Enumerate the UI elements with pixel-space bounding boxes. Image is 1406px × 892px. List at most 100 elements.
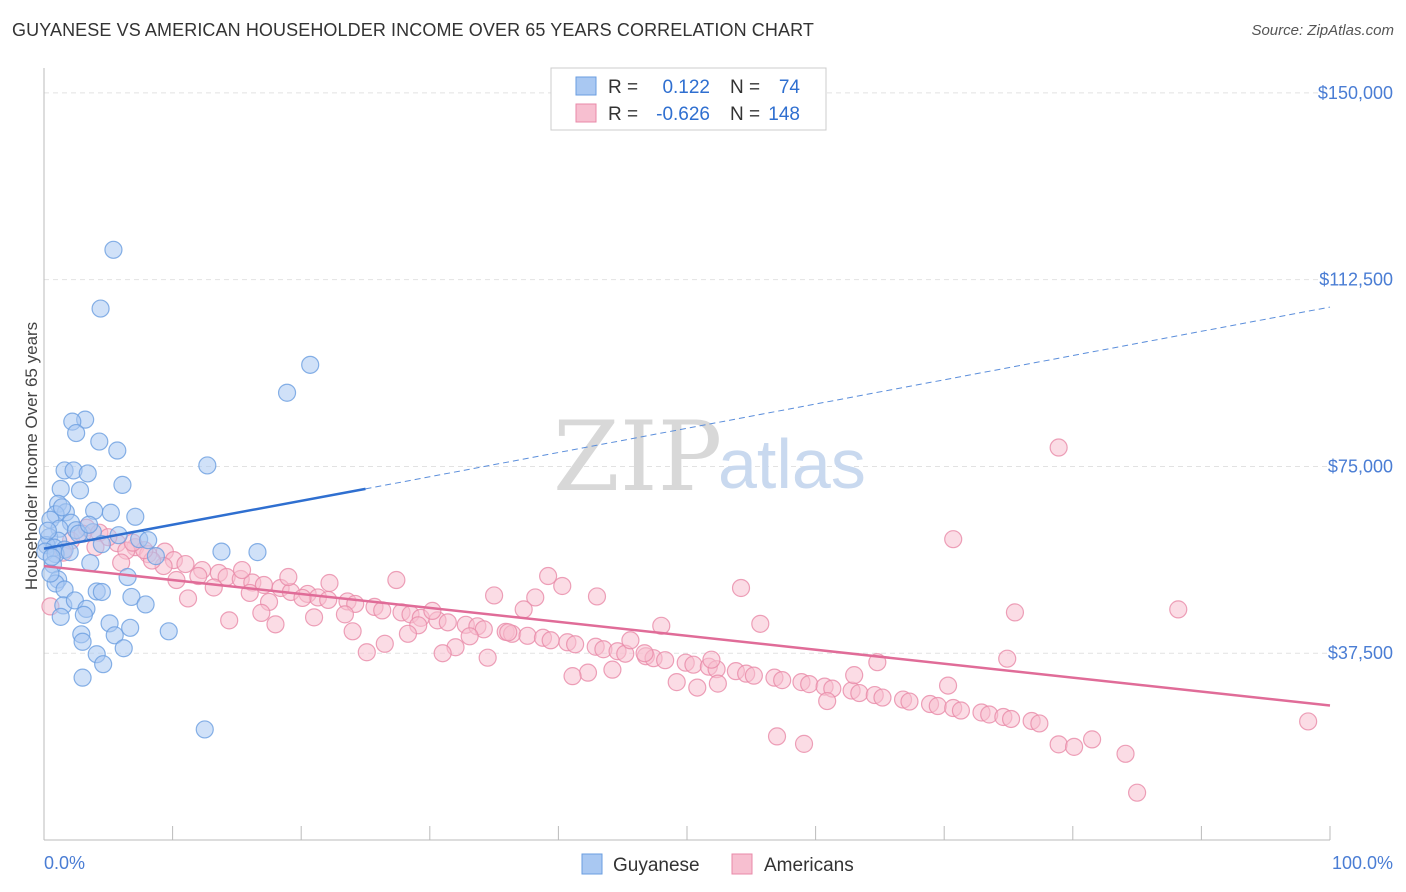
series-legend: Guyanese Americans [581, 853, 854, 876]
point-americans [1169, 600, 1188, 619]
point-guyanese [42, 547, 61, 567]
legend-r-value: 0.122 [662, 77, 710, 98]
y-tick-label: $37,500 [1328, 643, 1393, 663]
point-americans [1049, 438, 1068, 457]
legend-r-label: R = [608, 77, 638, 98]
point-americans [702, 650, 721, 669]
point-americans [433, 644, 452, 663]
point-americans [189, 566, 208, 586]
legend-r-value: -0.626 [656, 104, 710, 125]
point-americans [1030, 714, 1049, 733]
point-guyanese [301, 355, 320, 374]
point-guyanese [101, 503, 120, 522]
point-guyanese [91, 299, 110, 318]
point-americans [499, 623, 518, 642]
watermark-zip: ZIP [553, 401, 722, 513]
y-tick-label: $75,000 [1328, 456, 1393, 476]
point-americans [818, 691, 837, 711]
legend-n-value: 74 [779, 77, 801, 98]
point-americans [1005, 603, 1025, 622]
point-guyanese [212, 542, 231, 561]
point-guyanese [108, 441, 127, 460]
point-guyanese [248, 543, 267, 562]
point-americans [566, 635, 585, 654]
y-tick-label: $112,500 [1319, 270, 1393, 290]
point-americans [563, 667, 582, 686]
point-americans [485, 586, 504, 605]
legend-n-value: 148 [768, 104, 800, 125]
point-americans [1001, 709, 1021, 729]
point-americans [357, 643, 376, 662]
point-americans [438, 613, 457, 632]
point-americans [928, 696, 947, 716]
point-americans [320, 573, 339, 593]
point-americans [938, 676, 958, 695]
point-guyanese [195, 720, 214, 739]
point-americans [304, 608, 324, 627]
point-americans [603, 660, 622, 679]
legend-label-guyanese: Guyanese [613, 855, 700, 876]
chart-title: GUYANESE VS AMERICAN HOUSEHOLDER INCOME … [12, 20, 814, 40]
x-tick-label: 0.0% [44, 853, 85, 873]
point-americans [375, 634, 394, 653]
legend-r-label: R = [608, 104, 638, 125]
watermark-atlas: atlas [718, 425, 866, 503]
point-americans [652, 616, 671, 635]
point-guyanese [114, 639, 133, 658]
point-americans [578, 663, 598, 682]
legend-swatch-americans [575, 103, 597, 123]
point-americans [526, 588, 545, 607]
point-americans [845, 666, 864, 685]
trend-lines [43, 306, 1331, 707]
point-americans [951, 701, 971, 720]
y-tick-label: $150,000 [1318, 83, 1393, 103]
point-americans [478, 648, 497, 667]
point-americans [684, 655, 703, 674]
point-americans [176, 554, 195, 574]
point-americans [514, 600, 533, 619]
point-guyanese [126, 507, 145, 526]
point-guyanese [139, 531, 158, 550]
trendline-americans [43, 564, 1331, 707]
point-americans [1127, 783, 1147, 802]
point-americans [873, 688, 892, 707]
legend-n-label: N = [730, 77, 760, 98]
point-americans [266, 615, 285, 634]
point-americans [635, 644, 654, 663]
point-americans [232, 560, 252, 580]
legend-row-guyanese: R = 0.122 N = 74 [575, 76, 801, 98]
point-americans [460, 627, 479, 646]
point-americans [539, 566, 558, 586]
point-americans [335, 605, 355, 624]
point-americans [731, 578, 751, 598]
source-credit: Source: ZipAtlas.com [1251, 22, 1394, 39]
point-americans [319, 590, 338, 610]
point-guyanese [78, 464, 97, 483]
data-points [36, 240, 1318, 802]
point-guyanese [113, 475, 132, 494]
point-guyanese [105, 626, 124, 645]
point-americans [744, 666, 763, 685]
point-americans [656, 651, 675, 670]
legend-n-label: N = [730, 104, 760, 125]
legend-swatch-guyanese [575, 76, 597, 96]
point-guyanese [277, 383, 297, 402]
point-americans [1116, 744, 1135, 763]
point-americans [1299, 712, 1318, 731]
point-guyanese [92, 582, 111, 602]
point-americans [1049, 735, 1068, 754]
axes [43, 68, 1331, 841]
point-americans [279, 567, 298, 587]
point-guyanese [136, 595, 155, 614]
x-tick-label: 100.0% [1332, 853, 1393, 873]
legend-swatch-guyanese [581, 853, 603, 875]
point-americans [1064, 737, 1084, 756]
legend-label-americans: Americans [764, 855, 854, 876]
point-guyanese [38, 521, 57, 540]
trendline-guyanese-extended [365, 306, 1331, 490]
point-americans [423, 601, 442, 620]
point-guyanese [74, 605, 93, 624]
point-americans [688, 678, 707, 697]
trendline-guyanese [43, 487, 366, 550]
